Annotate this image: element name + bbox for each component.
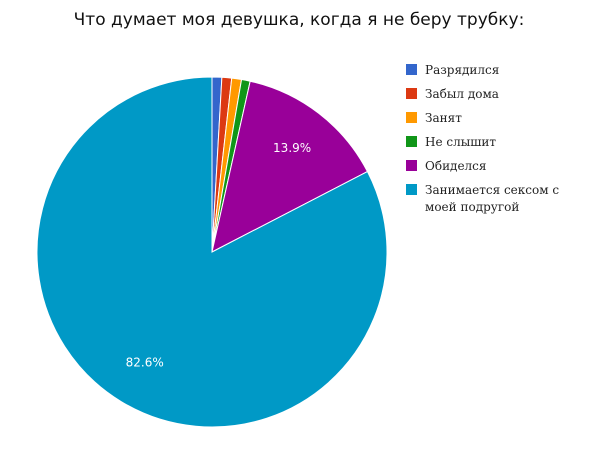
legend-item-zabyl-doma: Забыл дома: [406, 86, 592, 103]
legend-swatch: [406, 88, 417, 99]
chart-title: Что думает моя девушка, когда я не беру …: [73, 10, 525, 30]
legend-label: Обиделся: [425, 159, 487, 173]
legend-item-zanyat: Занят: [406, 110, 592, 127]
pie-slice-5: [36, 76, 388, 428]
legend: Разрядился Забыл дома Занят Не слышит Об…: [406, 62, 592, 223]
legend-swatch: [406, 184, 417, 195]
legend-swatch: [406, 64, 417, 75]
slice-label-5: 82.6%: [126, 356, 164, 370]
legend-item-obidelsya: Обиделся: [406, 158, 592, 175]
legend-label: Занят: [425, 111, 462, 125]
legend-item-ne-slyshit: Не слышит: [406, 134, 592, 151]
legend-item-zanimaetsya-seksom: Занимается сексом с моей подругой: [406, 182, 592, 216]
legend-swatch: [406, 160, 417, 171]
legend-swatch: [406, 136, 417, 147]
slice-label-4: 13.9%: [273, 141, 311, 155]
legend-label: Не слышит: [425, 135, 497, 149]
legend-swatch: [406, 112, 417, 123]
legend-label: Разрядился: [425, 63, 500, 77]
legend-label: Забыл дома: [425, 87, 499, 101]
legend-label: Занимается сексом с моей подругой: [425, 183, 560, 214]
legend-item-razryadilsya: Разрядился: [406, 62, 592, 79]
pie-slice-4: [211, 80, 369, 253]
